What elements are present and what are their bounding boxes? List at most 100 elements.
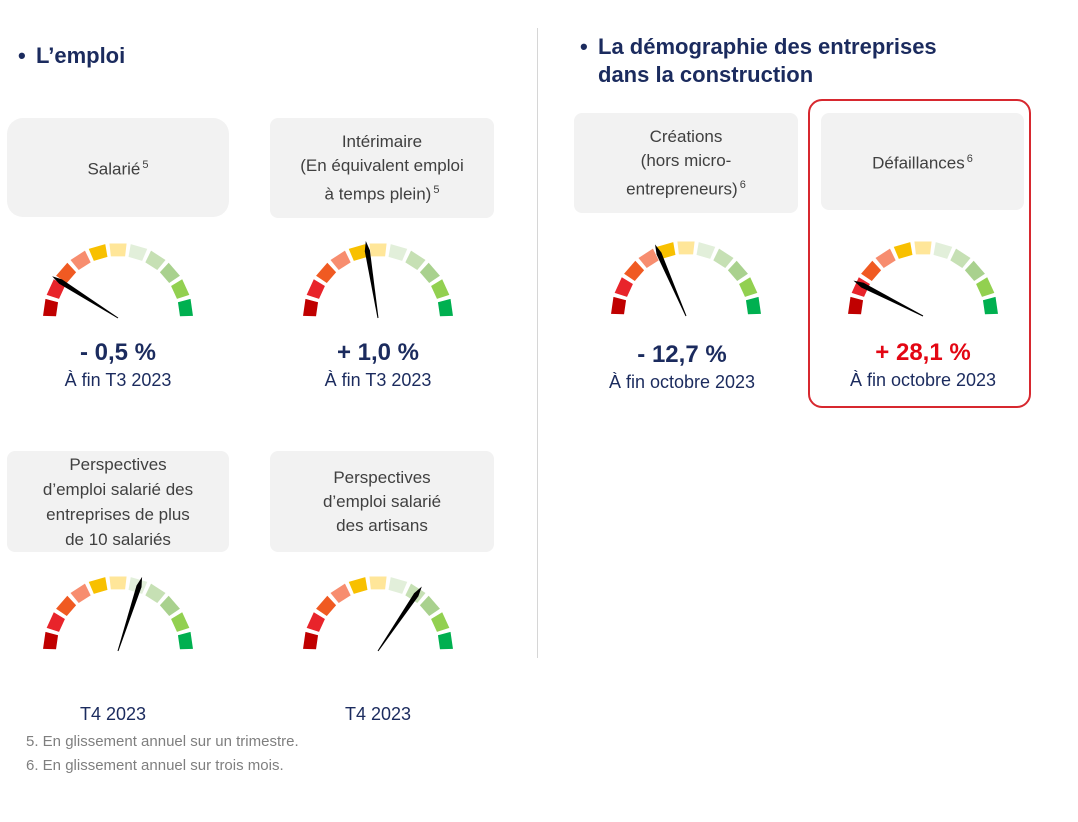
gauge-segment	[677, 241, 695, 255]
footnote-ref: 5	[142, 159, 149, 172]
gauge-needle	[655, 244, 687, 317]
gauge-segment	[43, 298, 59, 317]
gauge-segment	[330, 583, 351, 604]
footnote-5: 5. En glissement annuel sur un trimestre…	[26, 733, 299, 750]
gauge-segment	[431, 612, 450, 632]
gauge-needle	[364, 240, 379, 319]
gauge-segment	[950, 248, 971, 269]
gauge-segment	[303, 298, 319, 317]
card-line: d’emploi salarié des	[42, 479, 194, 499]
period-interimaire: À fin T3 2023	[324, 370, 432, 390]
section-title-emploi: • L’emploi	[18, 42, 125, 70]
gauge-segment	[419, 262, 440, 284]
gauge-segment	[419, 595, 440, 617]
gauge-segment	[964, 260, 985, 282]
value-interimaire: + 1,0 %	[336, 339, 420, 366]
gauge-segment	[739, 277, 758, 297]
gauge-segment	[70, 583, 91, 604]
gauge-defaillances	[848, 241, 998, 317]
gauge-segment	[696, 242, 716, 259]
gauge-segment	[388, 244, 408, 261]
card-creations: Créations (hors micro- entrepreneurs) 6	[574, 113, 798, 213]
gauge-segment	[316, 262, 337, 284]
gauge-segment	[431, 279, 450, 299]
card-salarie: Salarié 5	[7, 118, 229, 217]
gauge-needle	[853, 280, 924, 317]
gauge-needle	[117, 576, 143, 652]
card-defaillances: Défaillances 6	[821, 113, 1024, 210]
gauge-segment	[88, 244, 108, 261]
gauge-segment	[70, 250, 91, 271]
gauge-segment	[875, 248, 896, 269]
card-line: de 10 salariés	[65, 529, 171, 549]
card-line: Défaillances	[872, 153, 965, 173]
highlight-frame	[808, 99, 1031, 408]
footnote-ref: 6	[966, 153, 973, 166]
card-line: des artisans	[336, 515, 428, 535]
gauge-segment	[405, 250, 426, 271]
section-title-line1: La démographie des entreprises	[598, 34, 937, 59]
gauge-segment	[177, 631, 193, 650]
gauge-segment	[171, 612, 190, 632]
gauge-segment	[914, 241, 932, 255]
gauge-segment	[306, 279, 325, 299]
gauge-segment	[893, 242, 913, 259]
value-salarie: - 0,5 %	[79, 339, 157, 366]
gauge-salarie	[43, 243, 193, 319]
card-line: Créations	[649, 126, 723, 146]
gauge-segment	[145, 250, 166, 271]
gauge-segment	[624, 260, 645, 282]
gauge-segment	[437, 631, 453, 650]
gauge-needle	[377, 586, 422, 652]
period-perspectives-artisans: T4 2023	[344, 704, 412, 724]
gauge-segment	[933, 242, 953, 259]
card-interimaire: Intérimaire (En équivalent emploi à temp…	[270, 118, 494, 218]
footnote-ref: 5	[433, 183, 440, 196]
gauge-segment	[745, 296, 761, 315]
card-perspectives-artisans: Perspectives d’emploi salarié des artisa…	[270, 451, 494, 552]
section-title-demographie: • La démographie des entreprises dans la …	[580, 33, 937, 89]
value-defaillances: + 28,1 %	[875, 339, 971, 366]
gauge-segment	[159, 262, 180, 284]
gauge-segment	[976, 277, 995, 297]
gauge-segment	[611, 296, 627, 315]
bullet: •	[580, 34, 588, 59]
gauge-segment	[388, 577, 408, 594]
gauge-segment	[56, 262, 77, 284]
gauge-segment	[348, 577, 368, 594]
card-line: Perspectives	[333, 467, 431, 487]
gauge-segment	[171, 279, 190, 299]
gauge-segment	[316, 595, 337, 617]
gauge-segment	[330, 250, 351, 271]
gauge-segment	[128, 244, 148, 261]
card-line: (hors micro-	[640, 150, 732, 170]
gauge-interimaire	[303, 240, 453, 319]
gauge-segment	[46, 612, 65, 632]
gauge-perspectives-entreprises	[43, 576, 193, 652]
footnote-ref: 6	[739, 178, 746, 191]
gauge-segment	[145, 583, 166, 604]
section-title-line2: dans la construction	[598, 62, 814, 87]
card-line: d’emploi salarié	[322, 491, 442, 511]
card-line: entreprises de plus	[46, 504, 190, 524]
gauge-segment	[303, 631, 319, 650]
period-creations: À fin octobre 2023	[608, 372, 756, 392]
bullet: •	[18, 43, 26, 68]
card-line: (En équivalent emploi	[300, 155, 464, 175]
gauge-segment	[638, 248, 659, 269]
gauge-segment	[88, 577, 108, 594]
gauge-segment	[159, 595, 180, 617]
gauge-segment	[369, 576, 387, 590]
period-defaillances: À fin octobre 2023	[849, 370, 997, 390]
gauge-segment	[861, 260, 882, 282]
card-line: Perspectives	[69, 454, 167, 474]
gauge-segment	[177, 298, 193, 317]
gauge-segment	[614, 277, 633, 297]
card-line: entrepreneurs)	[626, 179, 738, 199]
period-perspectives-entreprises: T4 2023	[79, 704, 147, 724]
card-line: à temps plein)	[324, 184, 432, 204]
card-line: Salarié	[87, 159, 141, 179]
gauge-creations	[611, 241, 761, 317]
gauge-segment	[43, 631, 59, 650]
gauge-segment	[713, 248, 734, 269]
